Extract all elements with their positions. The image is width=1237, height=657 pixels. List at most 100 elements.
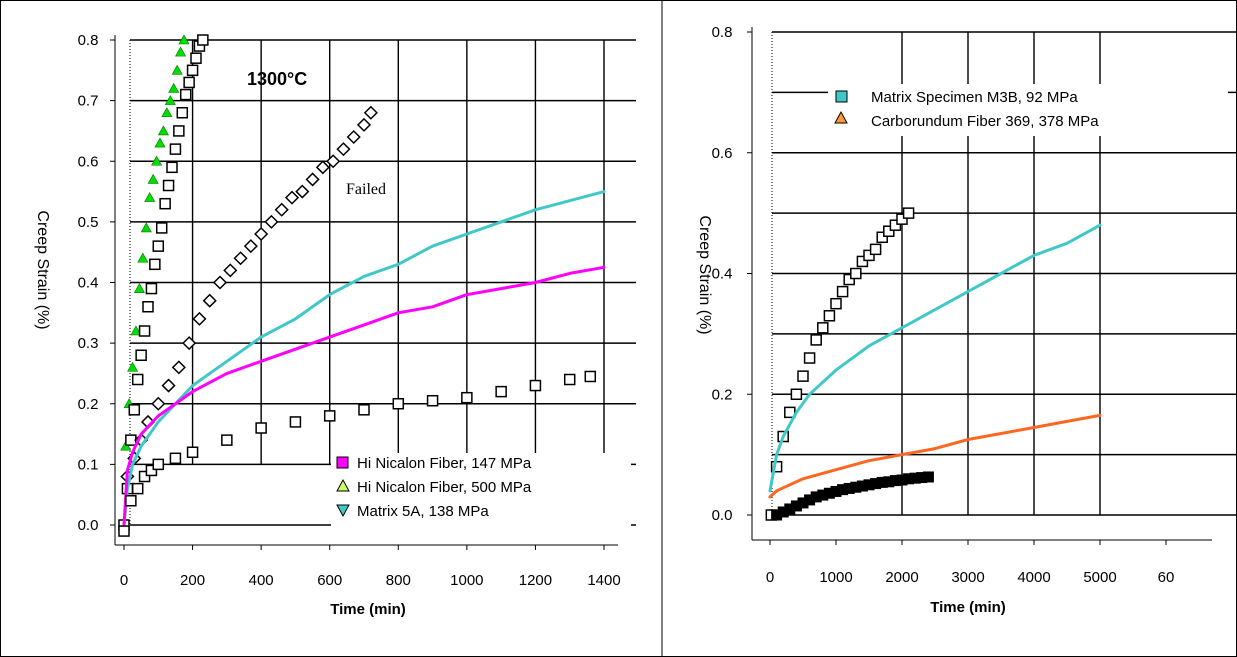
legend-marker-green-triangle [336,478,350,492]
series-0 [765,207,915,521]
data-point [326,154,341,169]
right-chart: 0.0 0.2 0.4 0.6 0.8 0 1000 2000 3000 4000 5000 60 T… [696,24,1237,616]
data-point [155,222,168,234]
data-point [392,398,405,410]
data-point [315,160,330,175]
data-point [336,142,351,157]
data-point [138,470,151,483]
series-5 [118,370,597,537]
series-2 [768,413,1102,499]
left-series [118,34,606,537]
data-point [142,301,154,313]
right-legend: Matrix Specimen M3B, 92 MPa Carborundum … [828,84,1228,136]
series-4 [122,265,606,527]
y-tick-label: 0.8 [712,24,733,41]
y-tick-label: 0.3 [78,335,99,352]
data-point [790,388,803,400]
data-point [295,184,310,199]
data-point [856,255,869,268]
data-point [162,179,175,192]
series-1 [768,223,1102,493]
data-point [584,370,597,383]
data-point [190,52,202,64]
data-point [161,107,173,118]
data-point [850,267,862,280]
legend-marker-orange-triangle [834,110,848,124]
data-point [169,452,182,465]
y-tick-label: 0.5 [78,214,99,231]
data-point [305,172,320,187]
data-point [130,325,142,336]
data-point [192,311,207,326]
data-point [182,336,197,351]
legend-label-500: Hi Nicalon Fiber, 500 MPa [357,479,532,496]
data-point [151,155,163,166]
data-point [212,275,228,290]
data-point [168,82,180,93]
y-tick-label: 0.8 [78,32,99,49]
data-point [274,202,289,217]
data-point [797,370,809,382]
data-point [426,394,439,407]
series-line [122,265,606,527]
left-x-axis-label: Time (min) [330,601,406,618]
left-axes [110,35,618,550]
data-point [145,464,158,477]
data-point [169,143,182,155]
data-point [902,207,915,219]
data-point [495,385,507,398]
x-tick-label: 3000 [951,569,984,586]
data-point [254,226,269,242]
left-legend-box [331,453,631,533]
data-point [836,285,849,298]
data-point [171,64,183,75]
data-point [823,310,836,322]
legend-label-147: Hi Nicalon Fiber, 147 MPa [357,455,532,472]
y-tick-label: 0.4 [712,266,733,283]
data-point [843,273,855,286]
legend-label-m3b: Matrix Specimen M3B, 92 MPa [871,89,1078,106]
data-point [830,297,842,310]
x-tick-label: 400 [249,572,274,589]
data-point [889,219,902,231]
right-y-axis-label: Creep Strain (%) [696,215,713,334]
data-point [152,458,165,471]
data-point [127,361,139,372]
data-point [358,404,370,416]
data-point [131,373,144,386]
data-point [178,34,190,45]
x-tick-label: 5000 [1083,569,1116,586]
data-point [529,379,542,392]
data-point [255,422,267,434]
data-point [151,396,166,411]
left-grid [129,39,636,526]
data-point [883,225,895,237]
data-point [186,446,199,458]
data-point [363,105,378,120]
data-point [140,222,152,233]
x-tick-label: 2000 [885,569,918,586]
left-tick-labels: 0.0 0.1 0.2 0.3 0.4 0.5 0.6 0.7 0.8 0 200 400 600 800… [78,32,621,589]
data-point [175,46,187,57]
x-tick-label: 4000 [1017,569,1050,586]
y-tick-label: 0.7 [78,93,99,110]
data-point [125,495,137,507]
data-point [138,325,151,337]
data-point [179,88,192,101]
data-point [154,137,166,148]
data-point [243,239,258,254]
right-axes [747,27,1212,545]
series-line [122,190,606,527]
left-legend: Hi Nicalon Fiber, 147 MPa Hi Nicalon Fib… [331,453,631,533]
data-point [164,95,176,105]
data-point [176,107,189,119]
data-point [147,173,159,184]
x-tick-label: 1400 [587,572,620,589]
legend-marker-cyan-triangle [336,504,350,518]
data-point [323,410,336,422]
data-point [145,282,158,295]
data-point [289,416,302,428]
series-3 [122,190,606,527]
legend-marker-magenta-square [336,456,349,469]
data-point [863,249,875,262]
